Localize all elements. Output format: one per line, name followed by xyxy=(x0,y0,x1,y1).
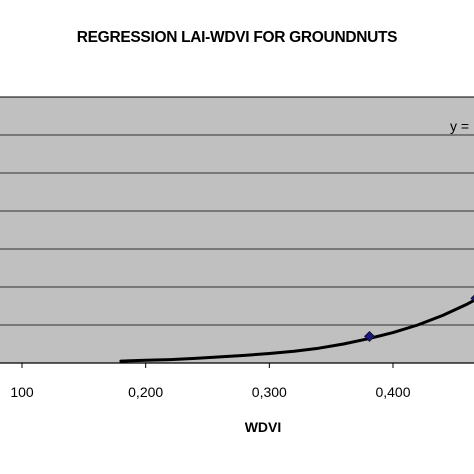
gridlines xyxy=(0,134,474,326)
plot-area xyxy=(0,97,474,363)
x-tick-label: 0,400 xyxy=(375,384,410,400)
x-tick-label: 0,200 xyxy=(128,384,163,400)
data-point-marker xyxy=(364,330,375,342)
trendline xyxy=(119,298,474,363)
equation-label: y = xyxy=(450,118,469,134)
trendline-layer xyxy=(119,298,474,363)
x-tick-label: 0,300 xyxy=(252,384,287,400)
x-tick-label: 100 xyxy=(10,384,34,400)
x-axis-label: WDVI xyxy=(245,419,282,435)
data-points xyxy=(364,294,474,342)
chart-title: REGRESSION LAI-WDVI FOR GROUNDNUTS xyxy=(77,29,397,46)
x-tick-labels: 100 0,200 0,300 0,400 xyxy=(10,363,411,400)
data-point-marker xyxy=(470,294,474,302)
